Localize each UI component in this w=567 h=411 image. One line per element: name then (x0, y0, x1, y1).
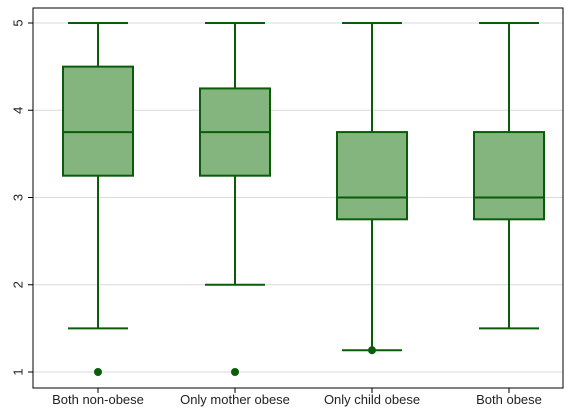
box-group (199, 22, 271, 376)
y-tick-label: 1 (11, 368, 26, 375)
x-tick-label: Only mother obese (180, 392, 290, 407)
y-tick-label: 2 (11, 281, 26, 288)
y-tick-label: 3 (11, 194, 26, 201)
box-group (62, 22, 134, 376)
x-tick-label: Both obese (476, 392, 542, 407)
x-axis: Both non-obese Only mother obese Only chil… (52, 388, 542, 407)
y-axis: 1 2 3 4 5 (11, 19, 33, 376)
x-tick-label: Only child obese (324, 392, 420, 407)
y-tick-label: 4 (11, 107, 26, 114)
outlier-point (94, 368, 102, 376)
outlier-point (231, 368, 239, 376)
x-tick-label: Both non-obese (52, 392, 144, 407)
box-group (336, 22, 408, 355)
outlier-point (368, 346, 376, 355)
iqr-box (336, 131, 408, 221)
iqr-box (62, 65, 134, 177)
iqr-box (473, 131, 545, 221)
y-tick-label: 5 (11, 19, 26, 26)
box-group (473, 22, 545, 330)
